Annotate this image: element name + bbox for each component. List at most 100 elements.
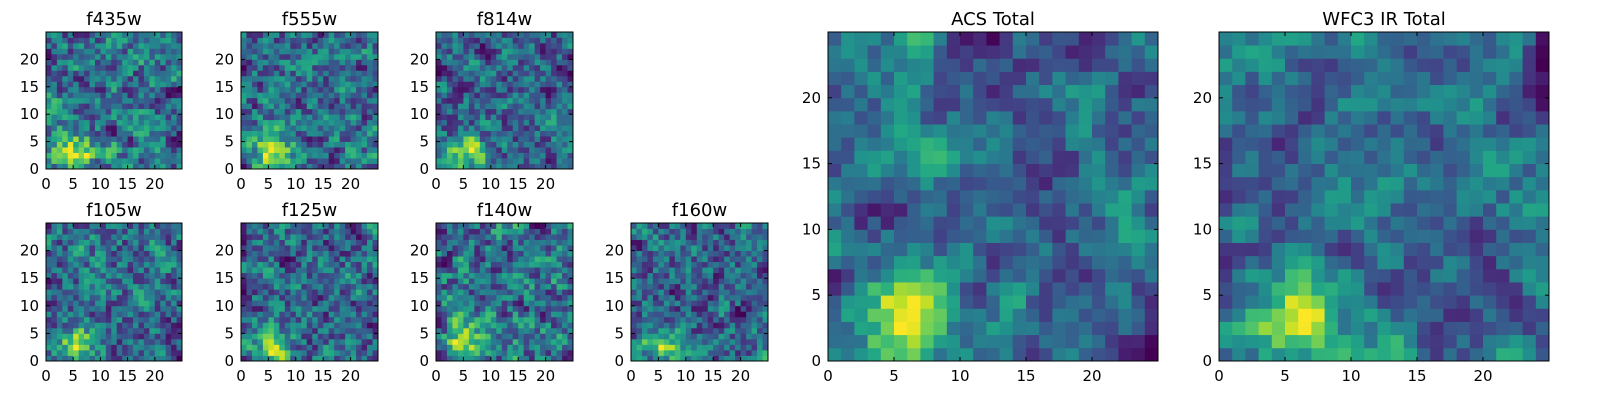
heatmap-cell xyxy=(94,256,101,263)
heatmap-cell xyxy=(284,103,291,110)
heatmap-cell xyxy=(441,261,448,268)
heatmap-cell xyxy=(507,86,514,93)
heatmap-cell xyxy=(468,136,475,142)
heatmap-cell xyxy=(751,256,758,263)
heatmap-cell xyxy=(149,108,156,115)
heatmap-cell xyxy=(290,338,297,345)
heatmap-cell xyxy=(361,108,368,115)
heatmap-cell xyxy=(556,70,563,77)
heatmap-cell xyxy=(468,305,475,312)
heatmap-cell xyxy=(674,344,681,351)
heatmap-cell xyxy=(306,239,313,246)
heatmap-cell xyxy=(165,250,172,257)
heatmap-cell xyxy=(345,289,351,296)
heatmap-cell xyxy=(143,32,150,38)
heatmap-cell xyxy=(436,114,442,121)
heatmap-cell xyxy=(350,97,357,104)
heatmap-cell xyxy=(122,300,128,307)
heatmap-cell xyxy=(328,305,335,312)
heatmap-cell xyxy=(999,216,1014,230)
heatmap-cell xyxy=(986,321,1000,336)
heatmap-cell xyxy=(854,282,868,296)
heatmap-cell xyxy=(452,103,459,110)
heatmap-cell xyxy=(490,250,497,257)
heatmap-cell xyxy=(312,278,319,285)
heatmap-cell xyxy=(828,268,842,283)
heatmap-cell xyxy=(452,114,459,121)
heatmap-cell xyxy=(306,311,313,318)
heatmap-cell xyxy=(1118,295,1132,309)
heatmap-cell xyxy=(485,289,492,296)
heatmap-cell xyxy=(540,32,546,38)
heatmap-cell xyxy=(78,234,85,240)
heatmap-cell xyxy=(143,234,150,240)
heatmap-cell xyxy=(567,75,574,82)
heatmap-cell xyxy=(154,81,161,88)
heatmap-cell xyxy=(323,305,330,312)
heatmap-cell xyxy=(463,272,470,279)
heatmap-cell xyxy=(457,81,464,88)
heatmap-cell xyxy=(312,250,319,257)
heatmap-cell xyxy=(1012,334,1027,349)
heatmap-cell xyxy=(463,163,470,170)
heatmap-cell xyxy=(350,344,357,351)
heatmap-cell xyxy=(328,245,335,251)
heatmap-cell xyxy=(171,294,177,301)
heatmap-cell xyxy=(529,316,536,323)
heatmap-cell xyxy=(350,261,357,268)
heatmap-cell xyxy=(702,223,709,229)
heatmap-cell xyxy=(317,316,324,323)
heatmap-cell xyxy=(165,283,172,290)
heatmap-cell xyxy=(241,141,247,148)
heatmap-cell xyxy=(111,114,118,121)
heatmap-cell xyxy=(133,114,139,121)
heatmap-cell xyxy=(1052,229,1066,243)
heatmap-cell xyxy=(658,223,665,229)
heatmap-cell xyxy=(84,158,90,164)
heatmap-cell xyxy=(323,147,330,153)
heatmap-cell xyxy=(702,245,709,251)
heatmap-cell xyxy=(828,321,842,336)
heatmap-cell xyxy=(339,147,346,153)
heatmap-cell xyxy=(523,355,530,362)
heatmap-cell xyxy=(1118,163,1132,178)
heatmap-cell xyxy=(127,234,134,240)
heatmap-cell xyxy=(67,239,74,246)
y-tick-label: 10 xyxy=(20,297,39,315)
heatmap-cell xyxy=(479,322,486,329)
heatmap-cell xyxy=(680,228,687,235)
heatmap-cell xyxy=(62,278,69,285)
heatmap-cell xyxy=(545,152,552,159)
heatmap-cell xyxy=(545,130,552,137)
heatmap-cell xyxy=(290,223,297,229)
heatmap-cell xyxy=(138,311,145,318)
heatmap-cell xyxy=(165,147,172,153)
heatmap-cell xyxy=(361,272,368,279)
heatmap-cell xyxy=(67,158,74,164)
heatmap-cell xyxy=(94,37,101,44)
heatmap-cell xyxy=(122,223,128,229)
heatmap-cell xyxy=(339,158,346,164)
heatmap-cell xyxy=(663,261,670,268)
heatmap-cell xyxy=(268,119,275,126)
heatmap-cell xyxy=(518,114,525,121)
heatmap-cell xyxy=(540,114,546,121)
heatmap-cell xyxy=(138,327,145,334)
heatmap-cell xyxy=(165,59,172,66)
heatmap-cell xyxy=(334,234,341,240)
heatmap-cell xyxy=(323,223,330,229)
heatmap-cell xyxy=(345,355,351,362)
heatmap-cell xyxy=(176,136,183,142)
heatmap-cell xyxy=(105,250,112,257)
heatmap-cell xyxy=(257,294,264,301)
heatmap-cell xyxy=(713,349,720,356)
heatmap-cell xyxy=(350,59,357,66)
heatmap-cell xyxy=(84,267,90,274)
heatmap-cell xyxy=(334,289,341,296)
heatmap-cell xyxy=(143,136,150,142)
heatmap-cell xyxy=(306,234,313,240)
heatmap-cell xyxy=(529,234,536,240)
heatmap-cell xyxy=(251,136,258,142)
heatmap-cell xyxy=(94,239,101,246)
heatmap-cell xyxy=(149,81,156,88)
